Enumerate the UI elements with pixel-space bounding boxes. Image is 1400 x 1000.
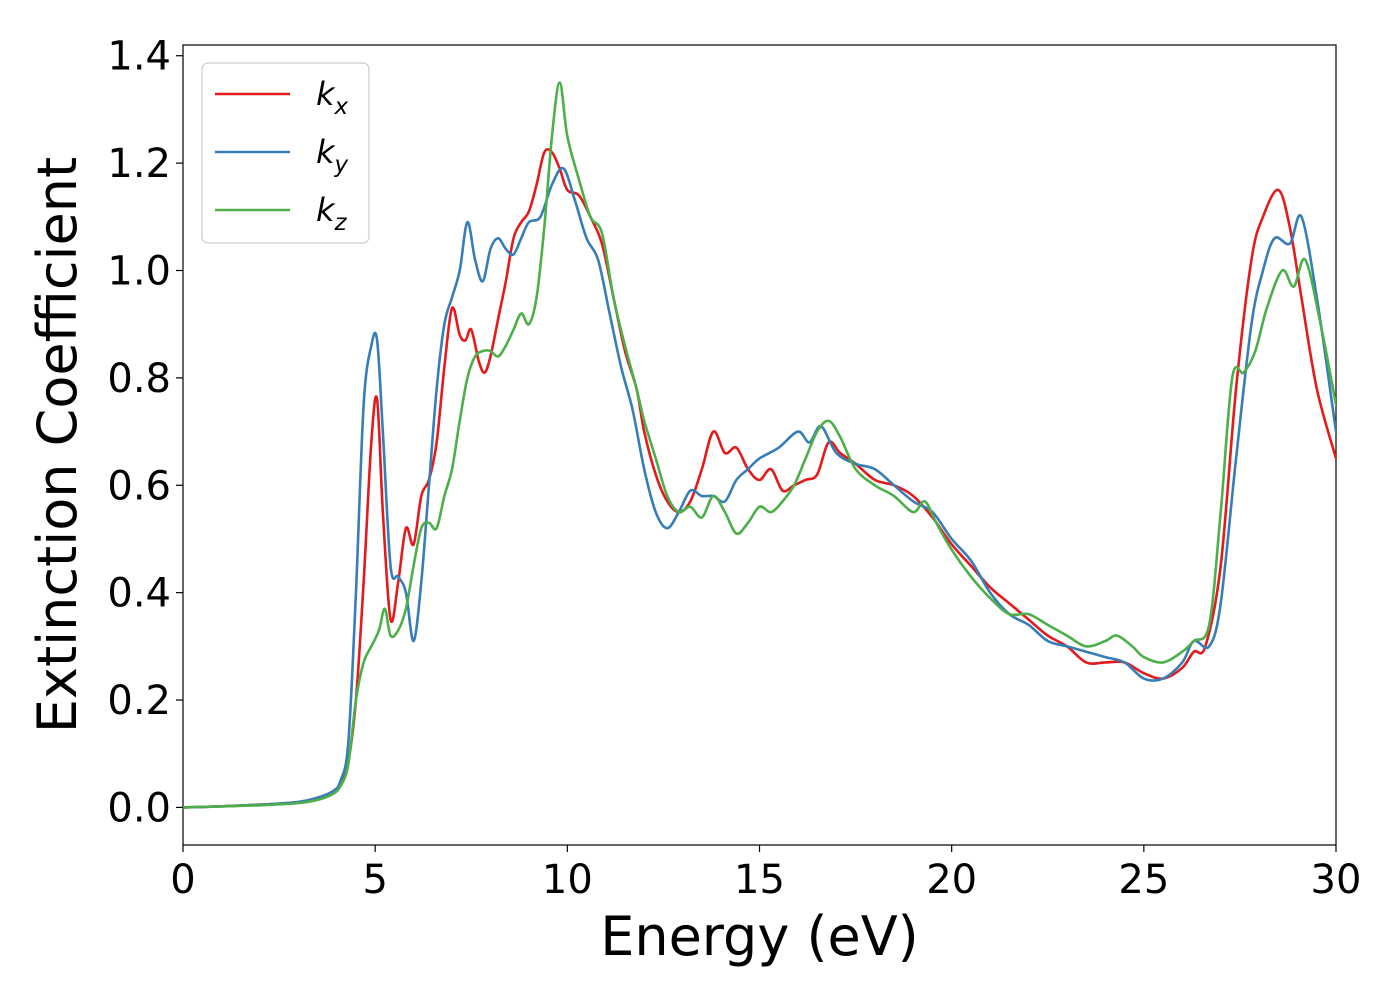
series-line-kz — [183, 81, 1336, 809]
x-tick-label: 30 — [1311, 857, 1362, 903]
legend-label-ky: ky — [316, 133, 349, 178]
x-axis: 0 5 10 15 20 25 30 — [170, 845, 1361, 903]
legend-label-subscript: y — [334, 152, 349, 178]
legend-label-main: k — [316, 191, 336, 229]
x-tick-label: 20 — [926, 857, 977, 903]
x-axis-title: Energy (eV) — [600, 905, 919, 968]
x-tick-label: 25 — [1118, 857, 1169, 903]
y-tick-label: 0.4 — [107, 571, 171, 617]
y-tick-label: 1.4 — [107, 34, 171, 80]
x-tick-label: 15 — [734, 857, 785, 903]
legend-label-kx: kx — [316, 75, 349, 120]
x-tick-label: 0 — [170, 857, 195, 903]
y-tick-label: 1.0 — [107, 249, 171, 295]
series-line-ky — [183, 166, 1336, 809]
legend-label-subscript: x — [334, 94, 349, 120]
x-tick-label: 10 — [542, 857, 593, 903]
y-axis-title: Extinction Coefficient — [26, 157, 89, 733]
y-tick-label: 0.6 — [107, 463, 171, 509]
y-tick-label: 0.0 — [107, 785, 171, 831]
y-tick-label: 0.2 — [107, 678, 171, 724]
series-layer — [183, 81, 1336, 809]
y-tick-label: 1.2 — [107, 141, 171, 187]
legend-label-subscript: z — [334, 210, 348, 236]
x-tick-label: 5 — [362, 857, 387, 903]
y-tick-label: 0.8 — [107, 356, 171, 402]
legend-label-main: k — [316, 75, 336, 113]
y-axis: 0.0 0.2 0.4 0.6 0.8 1.0 1.2 1.4 — [107, 34, 183, 831]
legend-label-kz: kz — [316, 191, 348, 236]
legend-label-main: k — [316, 133, 336, 171]
